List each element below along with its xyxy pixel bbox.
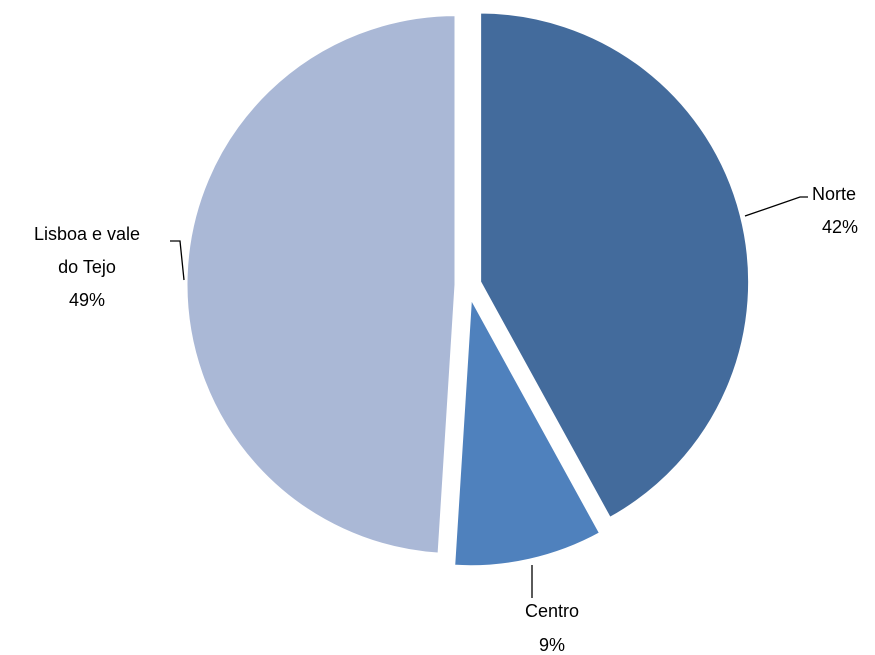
slice-label-lisboa-line2: do Tejo xyxy=(58,257,116,277)
slice-percent-centro: 9% xyxy=(539,635,565,655)
slice-label-lisboa-line1: Lisboa e vale xyxy=(34,224,140,244)
slice-label-centro: Centro xyxy=(525,601,579,621)
pie-slices xyxy=(184,10,752,569)
leader-line-lisboa xyxy=(170,240,185,281)
pie-slice-centro xyxy=(452,291,603,569)
pie-slice-lisboa xyxy=(184,13,458,556)
slice-percent-lisboa: 49% xyxy=(69,290,105,310)
slice-percent-norte: 42% xyxy=(822,217,858,237)
slice-label-norte: Norte xyxy=(812,184,856,204)
leader-line-norte xyxy=(744,196,808,217)
pie-slice-norte xyxy=(478,10,752,521)
